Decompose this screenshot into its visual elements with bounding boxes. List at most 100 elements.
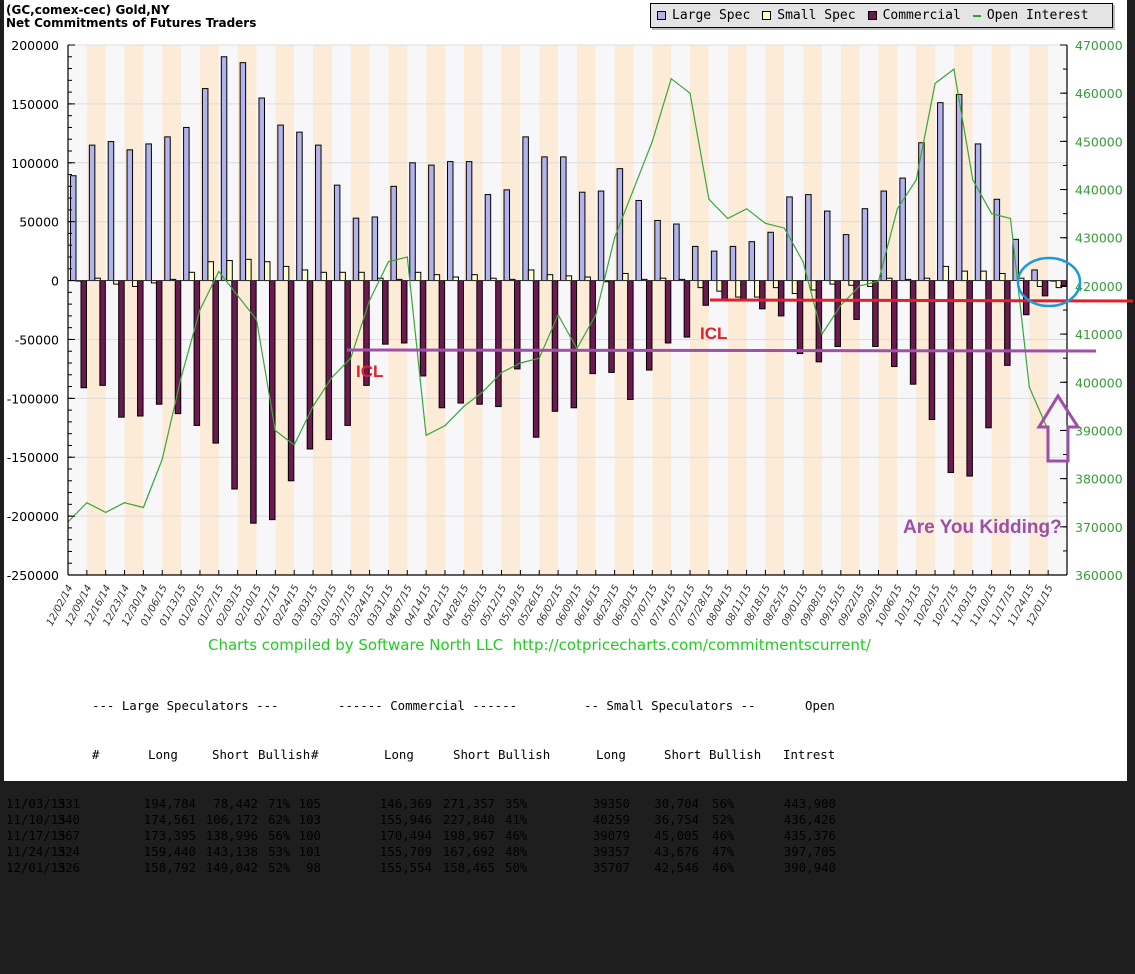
commercial-bar: [740, 280, 747, 300]
col-header-small-short: Short: [664, 747, 702, 762]
open-interest-series: [67, 68, 1049, 523]
legend-label: Open Interest: [986, 8, 1089, 23]
left-axis-ticks: 200000 150000 100000 50000 0 -50000 -100000 -15…: [7, 38, 75, 583]
large-spec-bar: [560, 156, 567, 282]
commercial-bar: [250, 280, 257, 524]
commercial-bar: [627, 280, 634, 401]
commercial-short: 158,465: [442, 860, 495, 876]
y2-tick-label: 360000: [1075, 568, 1123, 583]
open-interest-point: [331, 376, 333, 379]
open-interest-point: [595, 314, 597, 316]
commercial-long: 170,494: [379, 827, 432, 843]
open-interest-point: [105, 511, 107, 513]
background-band: [671, 45, 691, 575]
commercial-bar: [382, 280, 389, 345]
commercial-bar: [551, 280, 559, 412]
large-spec-bar: [126, 149, 134, 282]
background-band: [350, 45, 370, 575]
y-tick-label: 150000: [11, 97, 59, 112]
open-interest-point: [123, 502, 126, 504]
y-tick-label: -150000: [7, 450, 59, 465]
commercial-swatch-icon: [867, 11, 877, 20]
open-interest-point: [689, 92, 691, 94]
large-spec-bar: [522, 136, 529, 282]
background-band: [859, 45, 879, 575]
commercial-trader-count: 100: [298, 827, 321, 843]
open-interest-point: [312, 405, 314, 407]
open-interest-point: [896, 208, 898, 210]
small-spec-bar: [565, 275, 573, 282]
large-spec-bar: [1031, 269, 1038, 282]
up-arrow-icon: [1036, 393, 1081, 463]
large-trader-count: 340: [57, 811, 80, 827]
background-band: [595, 45, 615, 575]
col-header-comm-bullish: Bullish: [498, 747, 551, 762]
chart-title-symbol: (GC,comex-cec) Gold,NY: [6, 3, 170, 17]
y2-tick-label: 390000: [1075, 423, 1123, 438]
open-interest-point: [727, 217, 729, 220]
large-spec-bar: [692, 245, 699, 282]
small-spec-bar: [263, 261, 271, 282]
background-band: [821, 45, 841, 575]
large-bullish: 53%: [268, 844, 291, 860]
background-band: [331, 45, 351, 575]
commercial-bar: [344, 280, 351, 426]
open-interest-point: [463, 405, 465, 407]
commercial-bar: [1004, 280, 1011, 366]
table-row: 11/03/15 331 194,784 78,442 71% 105 146,369 271…: [6, 796, 1126, 812]
open-interest-point: [934, 82, 936, 85]
background-band: [576, 45, 596, 575]
group-header-open: Open: [805, 698, 835, 714]
commercial-bar: [155, 280, 163, 405]
small-spec-bar: [433, 274, 441, 282]
small-bullish: 47%: [712, 844, 735, 860]
open-interest-point: [651, 140, 653, 142]
small-bullish: 56%: [712, 795, 735, 811]
open-interest-value: 443,900: [783, 795, 836, 811]
col-header-small-long: Long: [596, 747, 626, 762]
large-trader-count: 324: [57, 844, 80, 860]
commercial-short: 198,967: [442, 827, 495, 843]
open-interest-point: [218, 270, 220, 273]
open-interest-point: [840, 304, 842, 306]
small-long: 39357: [592, 844, 630, 860]
background-band: [878, 45, 898, 575]
large-trader-count: 326: [57, 860, 80, 876]
large-spec-bar: [164, 136, 171, 282]
commercial-bar: [438, 280, 446, 409]
commercial-bar: [400, 280, 408, 344]
large-bullish: 52%: [268, 860, 291, 876]
small-spec-bar: [452, 276, 459, 282]
background-band: [1010, 45, 1030, 575]
small-spec-bar: [622, 272, 629, 282]
commercial-bar: [476, 280, 483, 405]
small-bullish: 52%: [712, 811, 735, 827]
large-spec-bar: [541, 156, 548, 282]
legend-item-large-spec: Large Spec: [657, 8, 750, 23]
large-spec-bar: [484, 194, 492, 282]
large-long: 194,784: [143, 795, 196, 811]
large-spec-bar: [578, 191, 586, 282]
large-short: 149,042: [205, 860, 258, 876]
y2-tick-label: 380000: [1075, 472, 1123, 487]
small-spec-bar: [980, 270, 987, 282]
commercial-bar: [137, 280, 144, 417]
small-spec-bar: [527, 269, 535, 282]
y-tick-label: 50000: [19, 215, 59, 230]
cot-chart: 200000 150000 100000 50000 0 -50000 -100000 -15…: [7, 38, 1134, 628]
large-spec-bar: [70, 175, 77, 282]
small-short: 45,005: [654, 827, 699, 843]
background-band: [803, 45, 822, 575]
commercial-long: 155,554: [379, 860, 432, 876]
y2-tick-label: 410000: [1075, 327, 1123, 342]
open-interest-value: 436,426: [783, 811, 836, 827]
open-interest-point: [745, 208, 748, 210]
large-spec-bar: [635, 199, 642, 282]
open-interest-point: [406, 256, 408, 258]
group-header-large: --- Large Speculators ---: [92, 698, 279, 714]
large-spec-bar: [446, 161, 454, 282]
large-spec-bar: [220, 56, 228, 282]
commercial-bar: [174, 280, 182, 415]
open-interest-point: [972, 179, 974, 181]
x-axis-ticks: 12/02/1412/09/1412/16/1412/23/1412/30/14…: [45, 570, 1056, 628]
